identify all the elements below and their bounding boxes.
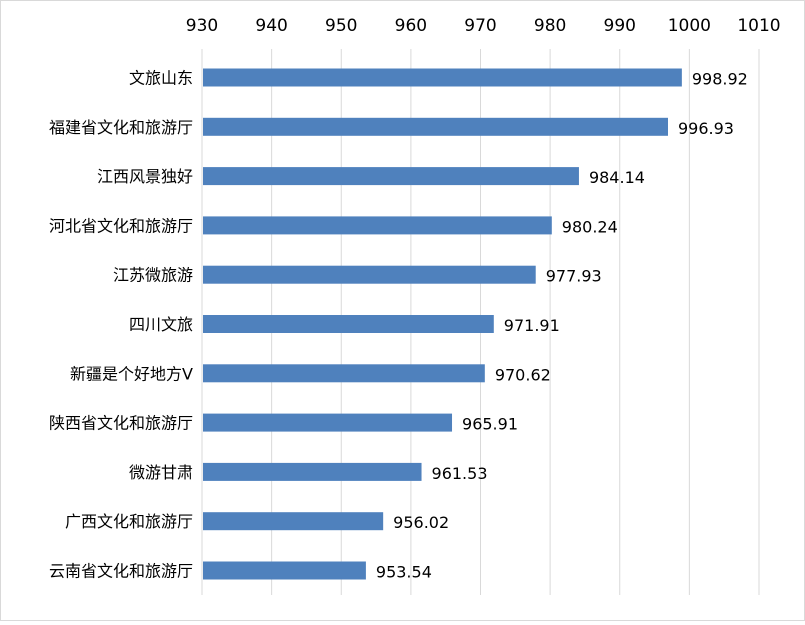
data-label: 965.91 [462,415,518,434]
bar [203,413,453,432]
data-label: 977.93 [546,267,602,286]
bar [203,315,494,333]
bar [203,462,422,481]
category-label: 江苏微旅游 [113,266,193,285]
x-tick-label: 940 [255,16,287,36]
x-tick-label: 970 [464,16,496,36]
value-labels: 998.92 996.93 984.14 980.24 977.93 971.91 970.… [376,70,748,582]
data-label: 953.54 [376,563,432,582]
category-label: 广西文化和旅游厅 [65,512,193,531]
bar [203,216,552,235]
category-label: 陕西省文化和旅游厅 [49,414,193,433]
data-label: 984.14 [589,168,645,187]
x-tick-label: 1010 [737,16,780,36]
x-tick-label: 960 [395,16,427,36]
data-label: 956.02 [393,513,449,532]
bars [203,68,682,580]
bar [203,167,579,186]
category-labels: 文旅山东福建省文化和旅游厅江西风景独好河北省文化和旅游厅江苏微旅游四川文旅新疆是… [49,69,193,581]
x-tick-label: 950 [325,16,357,36]
category-label: 新疆是个好地方V [70,364,193,383]
category-label: 河北省文化和旅游厅 [49,216,193,235]
x-tick-label: 930 [186,16,218,36]
bar [203,512,384,531]
data-label: 996.93 [678,119,734,138]
category-label: 微游甘肃 [129,463,193,482]
data-label: 971.91 [504,316,560,335]
data-label: 998.92 [692,70,748,89]
data-label: 970.62 [495,365,551,384]
data-label: 980.24 [562,217,618,236]
data-label: 961.53 [432,464,488,483]
category-label: 江西风景独好 [97,167,193,186]
bar [203,265,536,284]
bar [203,561,366,580]
category-label: 四川文旅 [129,315,193,334]
x-axis-ticks: 930 940 950 960 970 980 990 1000 1010 [186,16,781,36]
bar [203,68,682,87]
category-label: 文旅山东 [129,69,193,88]
x-tick-label: 980 [534,16,566,36]
category-label: 云南省文化和旅游厅 [49,562,193,581]
bar [203,117,669,136]
category-label: 福建省文化和旅游厅 [49,118,193,137]
x-tick-label: 1000 [668,16,711,36]
bar [203,364,485,383]
x-tick-label: 990 [604,16,636,36]
